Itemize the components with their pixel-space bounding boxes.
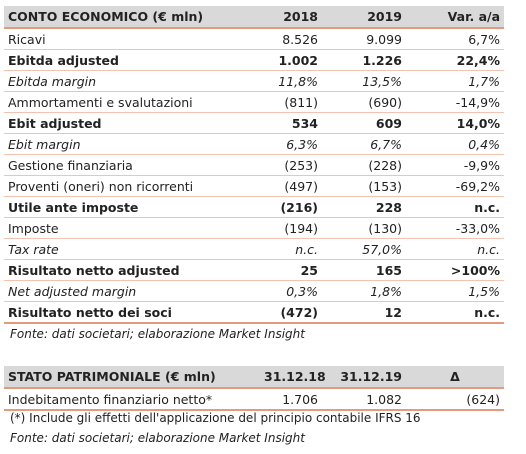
cell: 11,8% [260,70,322,92]
row: Ebit margin 6,3% 6,7% 0,4% [4,133,504,155]
income-table: CONTO ECONOMICO (€ mln) 2018 2019 Var. a/a R… [4,6,504,324]
cell: (472) [260,301,322,324]
cell: (624) [406,388,504,411]
cell: 228 [322,196,406,218]
cell: (216) [260,196,322,218]
row: Proventi (oneri) non ricorrenti (497) (153… [4,175,504,197]
row: Risultato netto adjusted 25 165 >100% [4,259,504,281]
cell: 1,7% [406,70,504,92]
header-cell: CONTO ECONOMICO (€ mln) [4,6,260,29]
row: Imposte (194) (130) -33,0% [4,217,504,239]
header-cell: STATO PATRIMONIALE (€ mln) [4,366,260,389]
row: Tax rate n.c. 57,0% n.c. [4,238,504,260]
cell: Risultato netto adjusted [4,259,260,281]
cell: 57,0% [322,238,406,260]
header-row: STATO PATRIMONIALE (€ mln) 31.12.18 31.12.… [4,366,504,389]
cell: 6,3% [260,133,322,155]
row: Ricavi 8.526 9.099 6,7% [4,28,504,50]
source: Fonte: dati societari; elaborazione Mark… [10,431,305,445]
cell: >100% [406,259,504,281]
cell: Indebitamento finanziario netto* [4,388,260,411]
row: Ammortamenti e svalutazioni (811) (690) -14… [4,91,504,113]
footnote: (*) Include gli effetti dell'applicazion… [10,411,421,425]
source: Fonte: dati societari; elaborazione Mark… [10,327,305,341]
cell: Risultato netto dei soci [4,301,260,324]
row: Ebitda adjusted 1.002 1.226 22,4% [4,49,504,71]
header-cell: 31.12.18 [260,366,326,389]
cell: 25 [260,259,322,281]
cell: 13,5% [322,70,406,92]
balance-table: STATO PATRIMONIALE (€ mln) 31.12.18 31.12.… [4,366,504,411]
cell: n.c. [260,238,322,260]
cell: 1.226 [322,49,406,71]
header-cell: Δ [406,366,504,389]
cell: Ebitda margin [4,70,260,92]
cell: Net adjusted margin [4,280,260,302]
cell: (228) [322,154,406,176]
cell: 165 [322,259,406,281]
cell: (497) [260,175,322,197]
cell: Ebit adjusted [4,112,260,134]
cell: 0,3% [260,280,322,302]
row: Ebitda margin 11,8% 13,5% 1,7% [4,70,504,92]
cell: Tax rate [4,238,260,260]
header-cell: 31.12.19 [322,366,406,389]
cell: -69,2% [406,175,504,197]
cell: n.c. [406,238,504,260]
cell: -33,0% [406,217,504,239]
cell: (130) [322,217,406,239]
cell: 609 [322,112,406,134]
row: Ebit adjusted 534 609 14,0% [4,112,504,134]
cell: 1,8% [322,280,406,302]
cell: (690) [322,91,406,113]
header-row: CONTO ECONOMICO (€ mln) 2018 2019 Var. a/a [4,6,504,29]
cell: Ammortamenti e svalutazioni [4,91,260,113]
cell: 6,7% [406,28,504,50]
cell: Ebit margin [4,133,260,155]
cell: 0,4% [406,133,504,155]
cell: 1,5% [406,280,504,302]
row: Risultato netto dei soci (472) 12 n.c. [4,301,504,324]
cell: 534 [260,112,322,134]
row: Net adjusted margin 0,3% 1,8% 1,5% [4,280,504,302]
cell: 8.526 [260,28,322,50]
cell: (194) [260,217,322,239]
row: Gestione finanziaria (253) (228) -9,9% [4,154,504,176]
cell: Proventi (oneri) non ricorrenti [4,175,260,197]
cell: Gestione finanziaria [4,154,260,176]
cell: n.c. [406,301,504,324]
cell: 9.099 [322,28,406,50]
cell: 14,0% [406,112,504,134]
cell: 1.082 [322,388,406,411]
cell: (811) [260,91,322,113]
cell: (153) [322,175,406,197]
header-cell: 2018 [260,6,322,29]
cell: 1.002 [260,49,322,71]
row: Utile ante imposte (216) 228 n.c. [4,196,504,218]
header-cell: 2019 [322,6,406,29]
cell: Ricavi [4,28,260,50]
cell: Ebitda adjusted [4,49,260,71]
cell: -9,9% [406,154,504,176]
cell: 22,4% [406,49,504,71]
cell: 6,7% [322,133,406,155]
header-cell: Var. a/a [406,6,504,29]
cell: Imposte [4,217,260,239]
cell: n.c. [406,196,504,218]
row: Indebitamento finanziario netto* 1.706 1.0… [4,388,504,411]
cell: (253) [260,154,322,176]
cell: Utile ante imposte [4,196,260,218]
cell: 12 [322,301,406,324]
cell: -14,9% [406,91,504,113]
cell: 1.706 [260,388,322,411]
